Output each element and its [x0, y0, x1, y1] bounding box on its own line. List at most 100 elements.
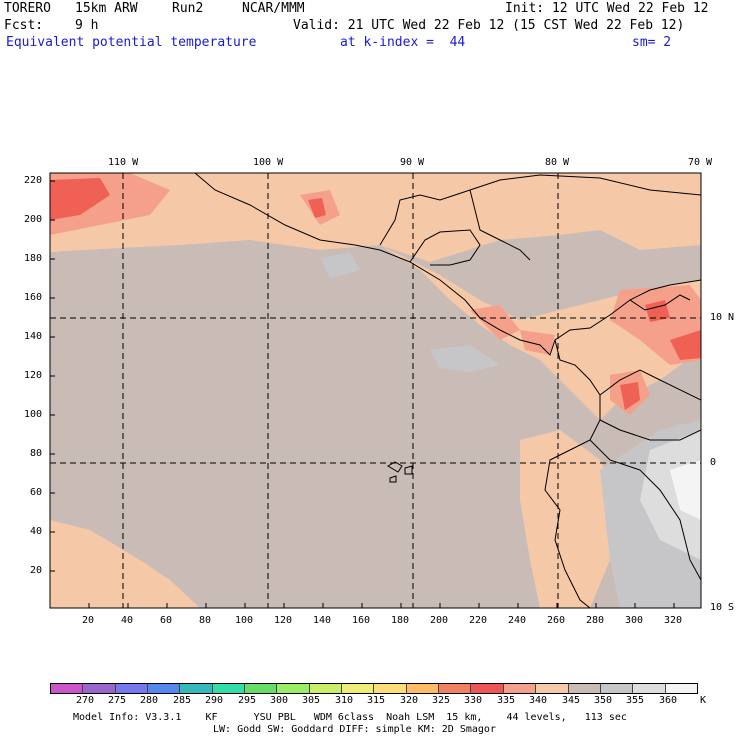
color-scale-swatch: [600, 684, 634, 693]
lon-label-90w: 90 W: [400, 157, 425, 168]
color-scale-label: 325: [431, 695, 451, 706]
x-tick-label: 320: [664, 615, 683, 626]
x-tick-label: 220: [469, 615, 488, 626]
field-330k-northwest: [50, 178, 110, 220]
color-scale-swatch: [277, 684, 310, 693]
init-time: Init: 12 UTC Wed 22 Feb 12: [505, 1, 709, 16]
color-scale-swatch: [342, 684, 375, 693]
field-350k-patch-1: [320, 252, 360, 278]
color-scale-label: 285: [172, 695, 192, 706]
x-tick-label: 280: [586, 615, 605, 626]
color-scale-label: 320: [399, 695, 419, 706]
color-scale-bar: [50, 683, 698, 694]
color-scale-swatch: [309, 684, 343, 693]
color-scale-label: 350: [593, 695, 613, 706]
smoothing-label: sm= 2: [632, 35, 672, 50]
field-335k-costarica: [470, 305, 520, 340]
field-340k-south-coast: [520, 430, 620, 608]
x-tick-label: 300: [625, 615, 644, 626]
forecast-label: Fcst:: [4, 18, 44, 33]
color-scale-swatch: [665, 684, 697, 693]
field-330k-mexico: [308, 198, 326, 218]
graticule: [50, 173, 701, 608]
tick-marks: [50, 180, 675, 608]
color-scale-swatch: [51, 684, 84, 693]
color-scale-label: 330: [463, 695, 483, 706]
color-scale-swatch: [83, 684, 116, 693]
color-scale-label: 355: [625, 695, 645, 706]
lat-label-10s: 10 S: [710, 602, 735, 613]
y-tick-label: 20: [30, 565, 43, 576]
color-scale-label: 270: [75, 695, 95, 706]
x-tick-label: 100: [235, 615, 254, 626]
x-tick-label: 20: [82, 615, 95, 626]
color-scale-label: 300: [269, 695, 289, 706]
field-335k-panama: [520, 330, 555, 355]
x-tick-label: 60: [160, 615, 173, 626]
coastlines: [194, 173, 701, 608]
field-360k-patch: [670, 460, 701, 520]
color-scale-swatch: [406, 684, 440, 693]
x-tick-label: 40: [121, 615, 134, 626]
color-scale-swatch: [115, 684, 149, 693]
color-scale-swatch: [212, 684, 246, 693]
color-scale-swatch: [568, 684, 601, 693]
y-tick-label: 40: [30, 526, 43, 537]
field-340k-north: [50, 173, 701, 262]
color-scale-swatch: [374, 684, 407, 693]
color-scale-label: 315: [366, 695, 386, 706]
lat-label-0: 0: [710, 457, 717, 468]
color-scale-label: 305: [301, 695, 321, 706]
color-scale-swatch: [148, 684, 181, 693]
theta-e-field: [50, 173, 701, 608]
color-scale-swatch: [180, 684, 213, 693]
color-scale-swatch: [471, 684, 504, 693]
color-scale-swatch: [245, 684, 278, 693]
physics-info-line: LW: Godd SW: Goddard DIFF: simple KM: 2D…: [213, 724, 496, 735]
model-resolution: 15km ARW: [75, 1, 138, 16]
color-scale-swatch: [439, 684, 472, 693]
y-tick-label: 100: [24, 409, 43, 420]
lon-label-80w: 80 W: [545, 157, 570, 168]
y-tick-label: 200: [24, 214, 43, 225]
color-scale-label: 290: [204, 695, 224, 706]
organization-label: NCAR/MMM: [242, 1, 305, 16]
field-330k-colombia-2: [670, 330, 701, 360]
field-330k-ecuador: [620, 382, 640, 410]
model-info-line: Model Info: V3.3.1 KF YSU PBL WDM 6class…: [73, 712, 627, 723]
x-tick-label: 180: [391, 615, 410, 626]
x-tick-label: 200: [430, 615, 449, 626]
valid-time: Valid: 21 UTC Wed 22 Feb 12 (15 CST Wed …: [293, 18, 685, 33]
y-tick-label: 220: [24, 175, 43, 186]
lon-label-100w: 100 W: [253, 157, 284, 168]
model-name: TORERO: [4, 1, 51, 16]
color-scale-unit: K: [699, 695, 707, 706]
color-scale-label: 360: [658, 695, 678, 706]
lat-label-10n: 10 N: [710, 312, 735, 323]
color-scale-label: 275: [107, 695, 127, 706]
lon-label-110w: 110 W: [108, 157, 139, 168]
color-scale-label: 295: [237, 695, 257, 706]
x-tick-label: 80: [199, 615, 212, 626]
x-tick-label: 240: [508, 615, 527, 626]
color-scale-swatch: [536, 684, 569, 693]
y-tick-label: 60: [30, 487, 43, 498]
color-scale-swatch: [633, 684, 666, 693]
x-tick-label: 140: [313, 615, 332, 626]
x-tick-label: 260: [547, 615, 566, 626]
color-scale-label: 280: [139, 695, 159, 706]
field-340k-southwest: [50, 520, 200, 608]
color-scale-label: 310: [334, 695, 354, 706]
y-tick-label: 180: [24, 253, 43, 264]
lon-label-70w: 70 W: [688, 157, 713, 168]
field-350k-patch-2: [430, 345, 500, 372]
y-tick-label: 160: [24, 292, 43, 303]
color-scale-label: 335: [496, 695, 516, 706]
x-tick-label: 120: [274, 615, 293, 626]
x-tick-label: 160: [352, 615, 371, 626]
color-scale-label: 345: [561, 695, 581, 706]
run-label: Run2: [172, 1, 204, 16]
level-label: at k-index = 44: [340, 35, 466, 50]
color-scale-label: 340: [528, 695, 548, 706]
